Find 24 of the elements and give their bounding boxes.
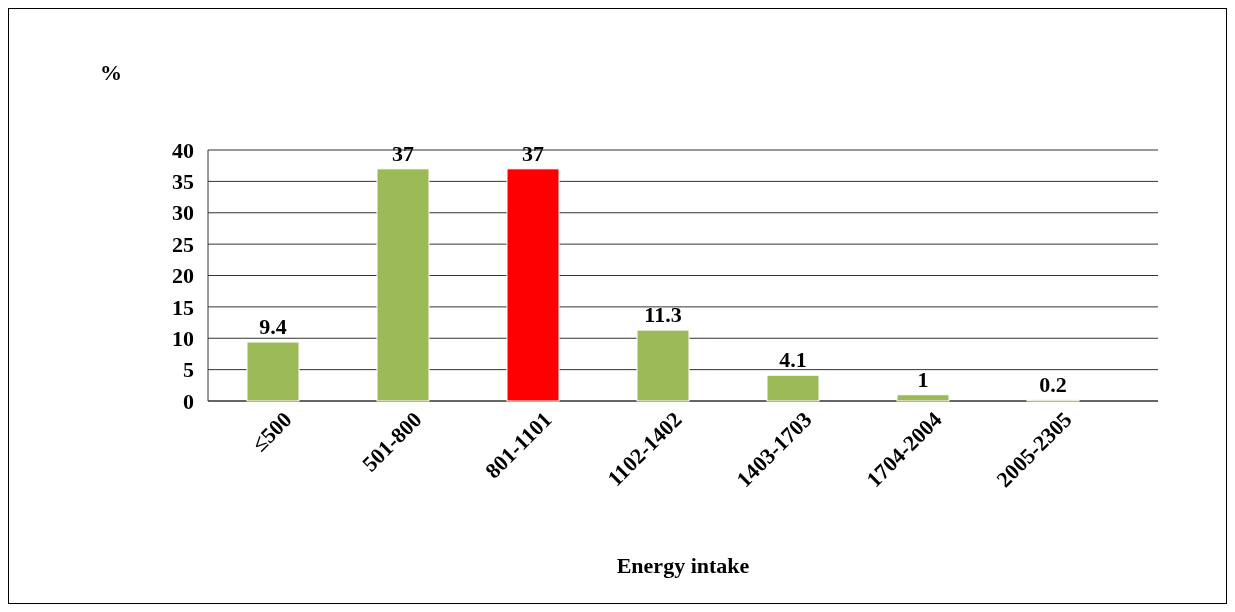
data-label: 0.2 — [1039, 371, 1067, 397]
bar — [506, 168, 560, 402]
y-axis-title: % — [100, 60, 122, 85]
y-tick-label: 0 — [183, 388, 194, 414]
y-tick-label: 10 — [172, 325, 194, 351]
data-label: 9.4 — [259, 314, 287, 340]
data-label: 1 — [917, 366, 929, 392]
y-tick-label: 35 — [172, 169, 194, 195]
y-tick-label: 25 — [172, 231, 194, 257]
data-label: 37 — [522, 140, 544, 166]
data-label: 37 — [392, 140, 414, 166]
x-axis-title: Energy intake — [616, 553, 750, 578]
y-tick-label: 20 — [172, 263, 194, 289]
bar — [896, 394, 950, 402]
bar — [766, 374, 820, 402]
bar — [246, 341, 300, 402]
y-tick-label: 5 — [183, 357, 194, 383]
bar — [376, 168, 430, 402]
data-label: 4.1 — [779, 347, 807, 373]
y-tick-label: 40 — [172, 137, 194, 163]
data-label: 11.3 — [644, 302, 682, 328]
bar — [636, 329, 690, 402]
y-tick-label: 30 — [172, 200, 194, 226]
y-tick-label: 15 — [172, 294, 194, 320]
